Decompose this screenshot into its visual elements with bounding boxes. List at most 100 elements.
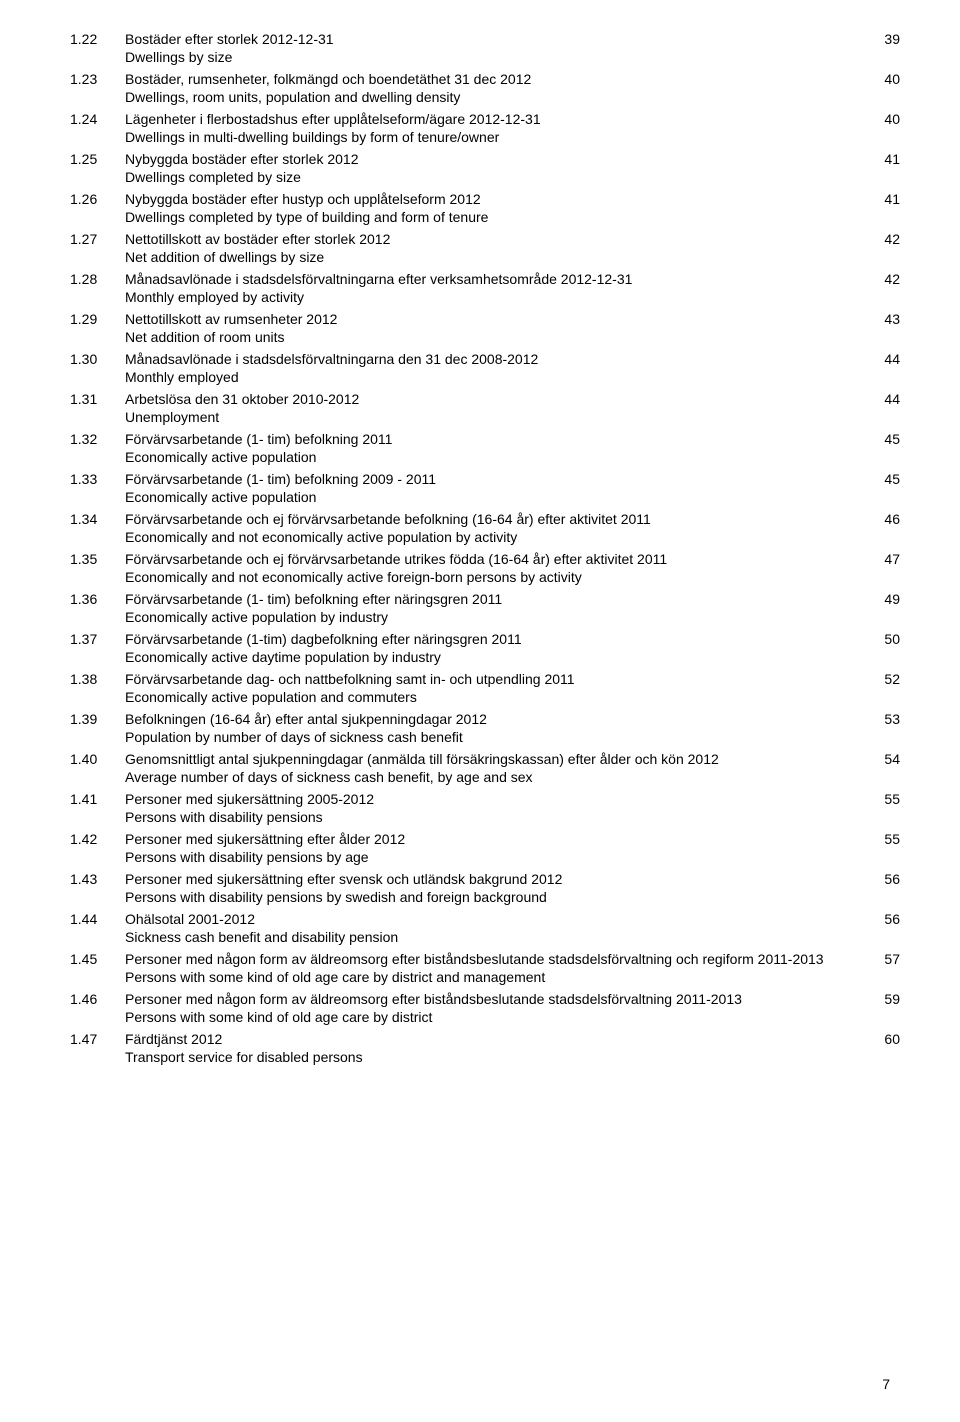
toc-number: 1.23	[70, 70, 125, 88]
toc-title-line: Arbetslösa den 31 oktober 2010-201244	[125, 390, 900, 408]
toc-entry: 1.47Färdtjänst 201260Transport service f…	[70, 1030, 900, 1066]
toc-subtitle: Persons with some kind of old age care b…	[125, 968, 900, 986]
toc-title: Förvärvsarbetande och ej förvärvsarbetan…	[125, 510, 860, 528]
toc-number: 1.25	[70, 150, 125, 168]
toc-title: Personer med någon form av äldreomsorg e…	[125, 950, 860, 968]
toc-subtitle: Persons with some kind of old age care b…	[125, 1008, 900, 1026]
toc-title-line: Personer med sjukersättning 2005-201255	[125, 790, 900, 808]
toc-title: Förvärvsarbetande (1- tim) befolkning 20…	[125, 470, 860, 488]
toc-subtitle: Average number of days of sickness cash …	[125, 768, 900, 786]
toc-subtitle: Sickness cash benefit and disability pen…	[125, 928, 900, 946]
toc-body: Månadsavlönade i stadsdelsförvaltningarn…	[125, 350, 900, 386]
toc-title: Förvärvsarbetande och ej förvärvsarbetan…	[125, 550, 860, 568]
toc-title: Arbetslösa den 31 oktober 2010-2012	[125, 390, 860, 408]
toc-entry: 1.28Månadsavlönade i stadsdelsförvaltnin…	[70, 270, 900, 306]
toc-entry: 1.22Bostäder efter storlek 2012-12-3139D…	[70, 30, 900, 66]
toc-number: 1.39	[70, 710, 125, 728]
toc-subtitle: Dwellings, room units, population and dw…	[125, 88, 900, 106]
toc-entry: 1.36Förvärvsarbetande (1- tim) befolknin…	[70, 590, 900, 626]
toc-number: 1.47	[70, 1030, 125, 1048]
toc-number: 1.46	[70, 990, 125, 1008]
toc-page-number: 42	[860, 230, 900, 248]
toc-entry: 1.38Förvärvsarbetande dag- och nattbefol…	[70, 670, 900, 706]
toc-page-number: 44	[860, 350, 900, 368]
toc-subtitle: Monthly employed by activity	[125, 288, 900, 306]
toc-body: Arbetslösa den 31 oktober 2010-201244Une…	[125, 390, 900, 426]
toc-page-number: 50	[860, 630, 900, 648]
page-number: 7	[882, 1376, 890, 1392]
toc-page-number: 42	[860, 270, 900, 288]
toc-number: 1.44	[70, 910, 125, 928]
toc-body: Nybyggda bostäder efter hustyp och upplå…	[125, 190, 900, 226]
toc-subtitle: Economically active population and commu…	[125, 688, 900, 706]
toc-number: 1.31	[70, 390, 125, 408]
toc-title-line: Personer med sjukersättning efter ålder …	[125, 830, 900, 848]
toc-number: 1.36	[70, 590, 125, 608]
toc-entry: 1.37Förvärvsarbetande (1-tim) dagbefolkn…	[70, 630, 900, 666]
toc-subtitle: Monthly employed	[125, 368, 900, 386]
toc-number: 1.27	[70, 230, 125, 248]
toc-title-line: Bostäder efter storlek 2012-12-3139	[125, 30, 900, 48]
toc-page-number: 57	[860, 950, 900, 968]
toc-entry: 1.23Bostäder, rumsenheter, folkmängd och…	[70, 70, 900, 106]
toc-entry: 1.44Ohälsotal 2001-201256Sickness cash b…	[70, 910, 900, 946]
toc-title: Bostäder efter storlek 2012-12-31	[125, 30, 860, 48]
toc-page-number: 54	[860, 750, 900, 768]
toc-title-line: Lägenheter i flerbostadshus efter upplåt…	[125, 110, 900, 128]
toc-entry: 1.31Arbetslösa den 31 oktober 2010-20124…	[70, 390, 900, 426]
toc-number: 1.22	[70, 30, 125, 48]
toc-title: Förvärvsarbetande (1- tim) befolkning ef…	[125, 590, 860, 608]
toc-page-number: 46	[860, 510, 900, 528]
toc-page-number: 40	[860, 70, 900, 88]
toc-title: Befolkningen (16-64 år) efter antal sjuk…	[125, 710, 860, 728]
toc-page-number: 44	[860, 390, 900, 408]
toc-body: Ohälsotal 2001-201256Sickness cash benef…	[125, 910, 900, 946]
toc-page-number: 41	[860, 150, 900, 168]
toc-body: Personer med sjukersättning efter ålder …	[125, 830, 900, 866]
toc-title-line: Genomsnittligt antal sjukpenningdagar (a…	[125, 750, 900, 768]
toc-body: Personer med någon form av äldreomsorg e…	[125, 950, 900, 986]
toc-page-number: 45	[860, 470, 900, 488]
toc-entry: 1.41Personer med sjukersättning 2005-201…	[70, 790, 900, 826]
toc-title-line: Befolkningen (16-64 år) efter antal sjuk…	[125, 710, 900, 728]
toc-subtitle: Economically active population	[125, 488, 900, 506]
toc-subtitle: Dwellings completed by type of building …	[125, 208, 900, 226]
toc-body: Bostäder, rumsenheter, folkmängd och boe…	[125, 70, 900, 106]
toc-number: 1.45	[70, 950, 125, 968]
toc-entry: 1.29Nettotillskott av rumsenheter 201243…	[70, 310, 900, 346]
toc-body: Färdtjänst 201260Transport service for d…	[125, 1030, 900, 1066]
toc-title-line: Nettotillskott av bostäder efter storlek…	[125, 230, 900, 248]
toc-body: Förvärvsarbetande (1- tim) befolkning ef…	[125, 590, 900, 626]
toc-body: Personer med sjukersättning 2005-201255P…	[125, 790, 900, 826]
toc-title: Nettotillskott av rumsenheter 2012	[125, 310, 860, 328]
toc-title-line: Bostäder, rumsenheter, folkmängd och boe…	[125, 70, 900, 88]
toc-title-line: Personer med sjukersättning efter svensk…	[125, 870, 900, 888]
toc-subtitle: Economically active population by indust…	[125, 608, 900, 626]
toc-title-line: Förvärvsarbetande och ej förvärvsarbetan…	[125, 550, 900, 568]
toc-title: Månadsavlönade i stadsdelsförvaltningarn…	[125, 350, 860, 368]
toc-body: Månadsavlönade i stadsdelsförvaltningarn…	[125, 270, 900, 306]
toc-body: Förvärvsarbetande och ej förvärvsarbetan…	[125, 550, 900, 586]
toc-title-line: Färdtjänst 201260	[125, 1030, 900, 1048]
toc-subtitle: Persons with disability pensions	[125, 808, 900, 826]
toc-number: 1.30	[70, 350, 125, 368]
toc-title: Nybyggda bostäder efter hustyp och upplå…	[125, 190, 860, 208]
toc-body: Genomsnittligt antal sjukpenningdagar (a…	[125, 750, 900, 786]
toc-body: Förvärvsarbetande och ej förvärvsarbetan…	[125, 510, 900, 546]
toc-subtitle: Economically and not economically active…	[125, 568, 900, 586]
toc-number: 1.34	[70, 510, 125, 528]
toc-number: 1.40	[70, 750, 125, 768]
toc-subtitle: Economically active daytime population b…	[125, 648, 900, 666]
toc-entry: 1.35Förvärvsarbetande och ej förvärvsarb…	[70, 550, 900, 586]
toc-title-line: Månadsavlönade i stadsdelsförvaltningarn…	[125, 350, 900, 368]
toc-number: 1.32	[70, 430, 125, 448]
toc-title: Personer med sjukersättning 2005-2012	[125, 790, 860, 808]
toc-title: Nybyggda bostäder efter storlek 2012	[125, 150, 860, 168]
toc-body: Personer med sjukersättning efter svensk…	[125, 870, 900, 906]
toc-title-line: Personer med någon form av äldreomsorg e…	[125, 990, 900, 1008]
toc-body: Personer med någon form av äldreomsorg e…	[125, 990, 900, 1026]
toc-page-number: 40	[860, 110, 900, 128]
toc-subtitle: Dwellings by size	[125, 48, 900, 66]
toc-body: Förvärvsarbetande dag- och nattbefolknin…	[125, 670, 900, 706]
toc-page-number: 49	[860, 590, 900, 608]
